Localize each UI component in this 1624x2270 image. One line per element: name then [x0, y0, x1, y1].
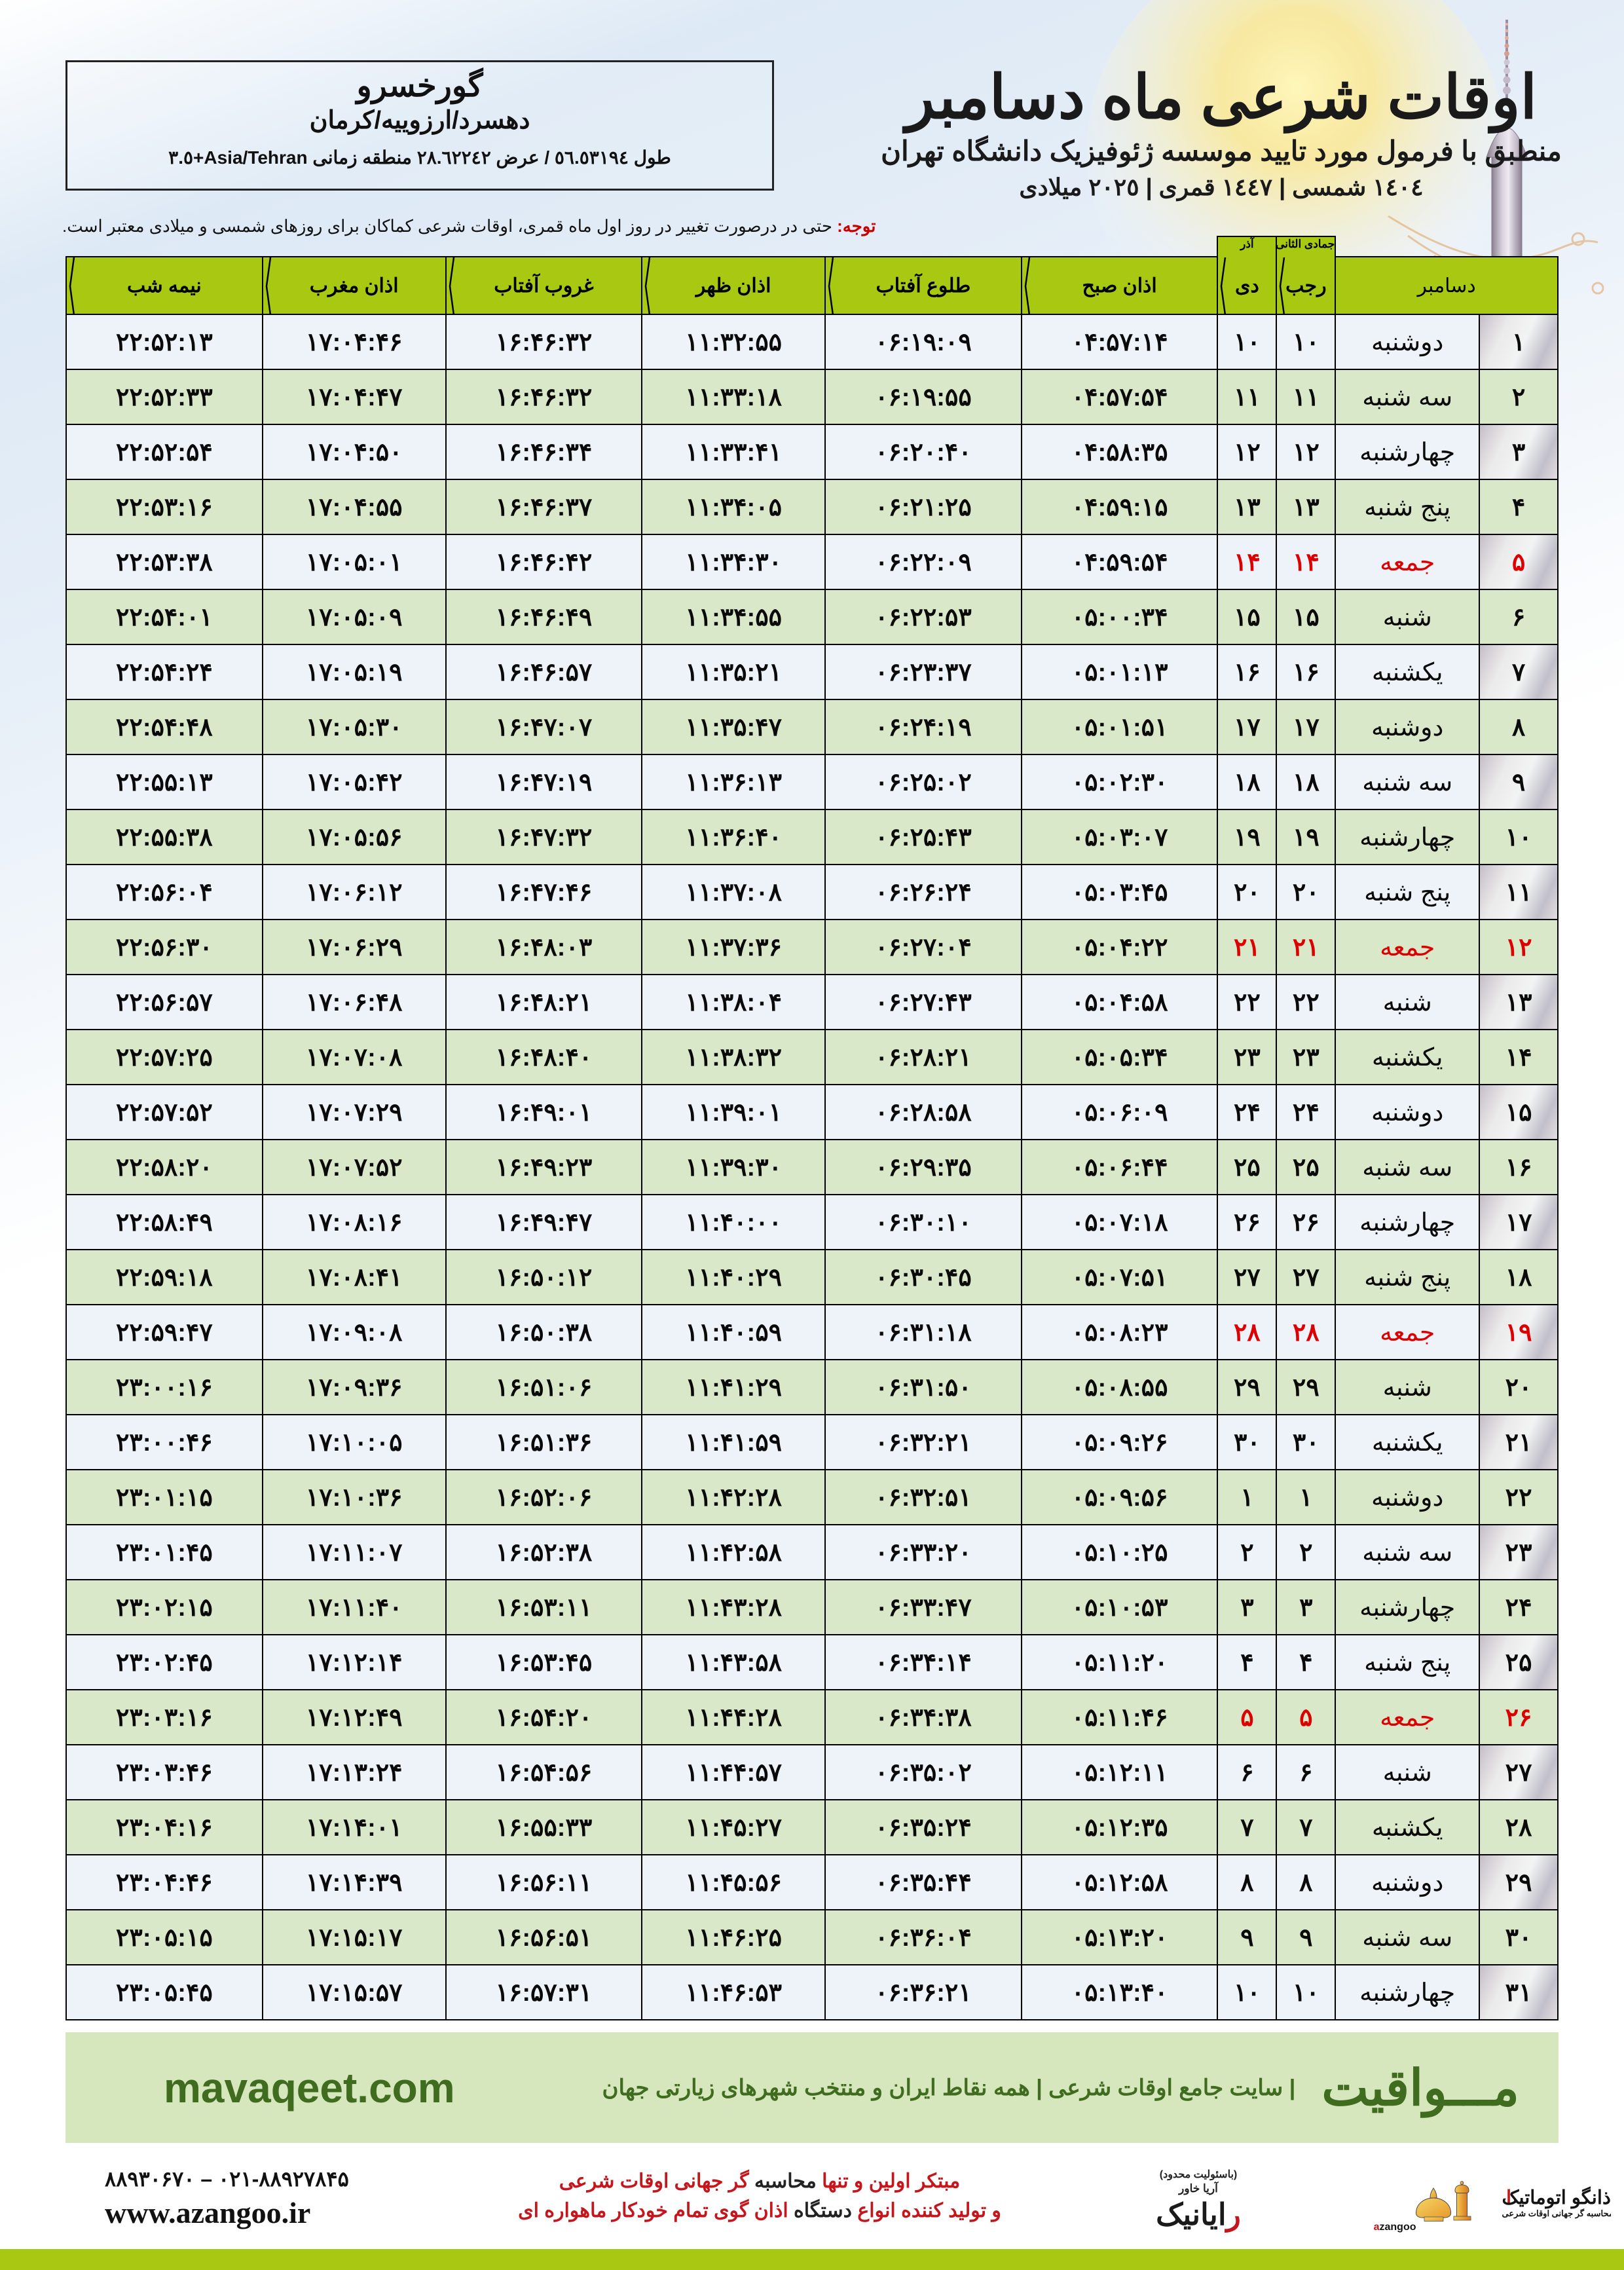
svg-text:ذانگو اتوماتیک: ذانگو اتوماتیک	[1502, 2186, 1611, 2209]
svg-text:محاسبه گر جهانی اوقات شرعی: محاسبه گر جهانی اوقات شرعی	[1502, 2208, 1612, 2219]
svg-text:azangoo: azangoo	[1374, 2222, 1416, 2233]
